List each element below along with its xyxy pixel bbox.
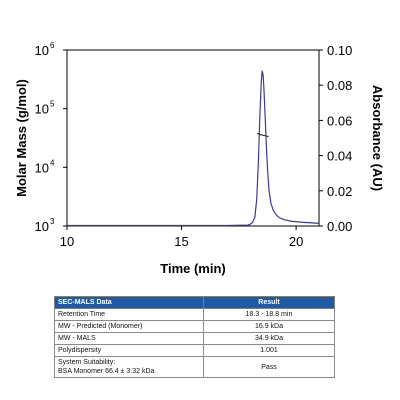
- table-row: Retention Time 18.3 - 18.8 min: [54, 308, 335, 321]
- absorbance-series-line: [67, 70, 320, 227]
- y-right-tick-label: 0.04: [327, 149, 352, 164]
- y-left-axis-label: Molar Mass (g/mol): [14, 79, 29, 197]
- table-cell-label-line1: System Suitability:: [58, 359, 116, 366]
- table-cell-value: 18.3 - 18.8 min: [203, 308, 335, 321]
- y-left-tick-exponent: 5: [50, 100, 55, 109]
- y-right-tick-label: 0.10: [327, 43, 352, 58]
- table-cell-label: MW - Predicted (Monomer): [54, 320, 204, 333]
- y-left-tick-exponent: 4: [50, 158, 55, 167]
- y-left-tick-label: 10: [35, 219, 49, 234]
- y-left-tick-exponent: 3: [50, 217, 55, 226]
- plot-frame: [66, 49, 320, 227]
- y-right-tick-label: 0.06: [327, 113, 352, 128]
- table-cell-value: 16.9 kDa: [203, 320, 335, 333]
- table-cell-value: Pass: [203, 356, 335, 378]
- x-tick-label: 10: [60, 234, 74, 249]
- x-axis-label: Time (min): [160, 261, 226, 276]
- y-right-tick-label: 0.08: [327, 78, 352, 93]
- y-left-tick-label: 10: [35, 102, 49, 117]
- table-row: System Suitability: BSA Monomer 66.4 ± 3…: [54, 356, 335, 378]
- table-cell-label-line2: BSA Monomer 66.4 ± 3.32 kDa: [58, 368, 155, 375]
- table-row: Polydispersity 1.001: [54, 344, 335, 357]
- table-row: MW - MALS 34.9 kDa: [54, 332, 335, 345]
- y-left-tick-label: 10: [35, 43, 49, 58]
- molar-mass-series-line: [256, 132, 269, 138]
- y-left-tick-label: 10: [35, 160, 49, 175]
- x-tick-label: 15: [174, 234, 188, 249]
- y-right-tick-label: 0.02: [327, 184, 352, 199]
- y-right-tick-label: 0.00: [327, 219, 352, 234]
- table-cell-label: Retention Time: [54, 308, 204, 321]
- table-header: Result: [203, 296, 335, 309]
- table-header-row: SEC-MALS Data Result: [54, 296, 335, 309]
- x-tick-label: 20: [289, 234, 303, 249]
- y-right-axis-label: Absorbance (AU): [370, 85, 385, 191]
- sec-mals-table: SEC-MALS Data Result Retention Time 18.3…: [54, 296, 335, 378]
- table-cell-label: Polydispersity: [54, 344, 204, 357]
- table-cell-label: MW - MALS: [54, 332, 204, 345]
- table-header: SEC-MALS Data: [54, 296, 204, 309]
- table-cell-value: 34.9 kDa: [203, 332, 335, 345]
- table-row: MW - Predicted (Monomer) 16.9 kDa: [54, 320, 335, 333]
- table-cell-value: 1.001: [203, 344, 335, 357]
- y-left-tick-exponent: 6: [50, 41, 55, 50]
- table-cell-label: System Suitability: BSA Monomer 66.4 ± 3…: [54, 356, 204, 378]
